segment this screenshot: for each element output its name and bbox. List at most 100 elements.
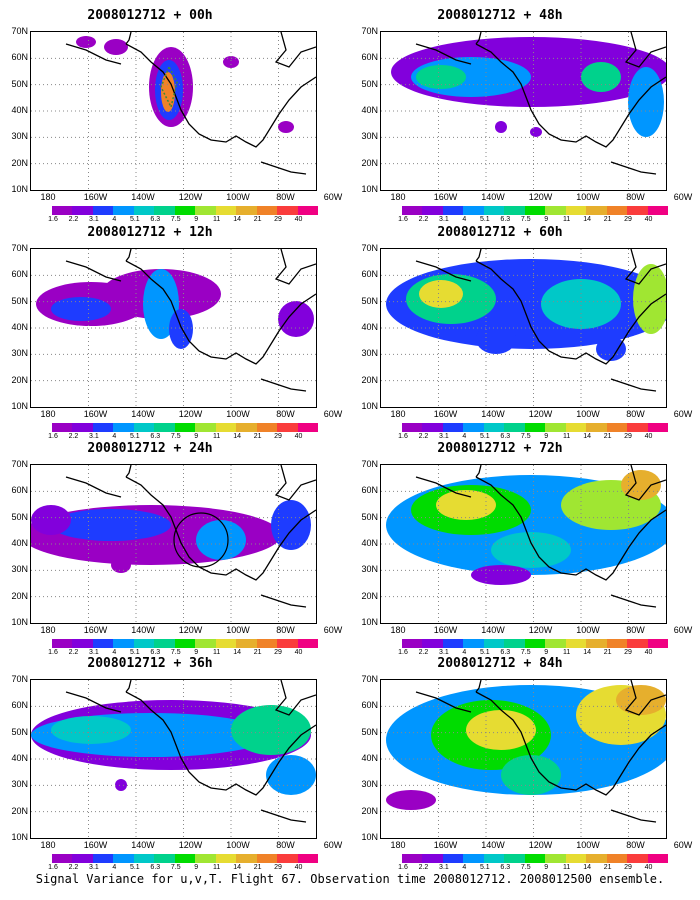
lat-tick-label: 10N	[11, 617, 28, 627]
lat-tick-label: 40N	[361, 322, 378, 332]
variance-contour	[278, 121, 294, 133]
variance-contour	[495, 121, 507, 133]
colorbar-label: 7.5	[520, 864, 531, 871]
colorbar-label: 14	[233, 433, 242, 440]
forecast-panel-84h: 2008012712 + 84h 70N 60N 50N 40N 30N 20N 10N 18…	[350, 656, 692, 871]
colorbar-swatch	[92, 206, 114, 215]
colorbar-label: 29	[274, 864, 282, 871]
variance-contour	[616, 685, 666, 715]
variance-contour	[386, 790, 436, 810]
colorbar	[402, 854, 669, 863]
lon-tick-label: 160W	[433, 625, 458, 635]
colorbar-label: 2.2	[68, 864, 79, 871]
colorbar-label: 5.1	[479, 649, 490, 656]
colorbar-swatch	[422, 423, 443, 432]
variance-contour	[471, 565, 531, 585]
colorbar-label: 4	[462, 864, 467, 871]
colorbar-label: 3.1	[89, 216, 99, 223]
colorbar-swatch	[463, 639, 484, 648]
colorbar-swatch	[52, 206, 73, 215]
lon-tick-label: 180	[40, 840, 56, 850]
lon-tick-label: 80W	[626, 409, 645, 419]
lat-tick-label: 50N	[361, 295, 378, 306]
colorbar-label: 5.1	[479, 864, 490, 871]
lon-tick-label: 80W	[276, 840, 295, 850]
lat-tick-label: 60N	[11, 269, 28, 280]
variance-contour	[51, 716, 131, 744]
colorbar-swatch	[483, 206, 505, 215]
lat-tick-label: 30N	[11, 131, 28, 142]
colorbar-swatch	[215, 639, 237, 648]
colorbar-swatch	[586, 206, 607, 215]
colorbar-label: 9	[194, 216, 199, 223]
colorbar-label: 14	[583, 864, 592, 871]
panel-title: 2008012712 + 36h	[87, 656, 213, 671]
colorbar-swatch	[297, 854, 319, 863]
colorbar	[52, 423, 319, 432]
lat-tick-label: 30N	[361, 779, 378, 790]
lat-tick-label: 10N	[361, 832, 378, 842]
colorbar-swatch	[215, 206, 237, 215]
colorbar-label: 5.1	[129, 864, 140, 871]
colorbar-swatch	[586, 423, 607, 432]
colorbar-label: 6.3	[500, 216, 511, 223]
colorbar	[52, 854, 319, 863]
target-circle	[173, 512, 229, 568]
lat-tick-label: 50N	[361, 511, 378, 522]
colorbar-label: 9	[544, 433, 549, 440]
lon-tick-label: 160W	[433, 409, 458, 419]
colorbar-swatch	[195, 206, 216, 215]
lat-tick-label: 40N	[11, 105, 28, 115]
lat-tick-label: 70N	[11, 459, 28, 469]
colorbar-swatch	[422, 854, 443, 863]
lon-tick-label: 80W	[626, 192, 645, 202]
colorbar-swatch	[483, 854, 505, 863]
colorbar-swatch	[504, 854, 525, 863]
colorbar-labels: 1.6 2.2 3.1 4 5.1 6.3 7.5 9 11 14 21 29 40	[398, 433, 668, 443]
colorbar-label: 11	[213, 216, 221, 223]
lon-tick-label: 60W	[323, 625, 343, 635]
colorbar-label: 1.6	[48, 864, 58, 871]
colorbar-label: 14	[233, 864, 242, 871]
coastline	[65, 249, 316, 392]
lon-tick-label: 120W	[528, 409, 553, 419]
colorbar-labels: 1.6 2.2 3.1 4 5.1 6.3 7.5 9 11 14 21 29 40	[48, 433, 318, 443]
colorbar-label: 9	[544, 216, 549, 223]
colorbar-swatch	[442, 854, 464, 863]
variance-contour	[196, 520, 246, 560]
variance-contour	[231, 705, 311, 755]
colorbar-label: 6.3	[500, 649, 511, 656]
colorbar-label: 40	[644, 649, 653, 656]
colorbar-swatch	[113, 854, 134, 863]
colorbar-swatch	[402, 639, 423, 648]
panel-title: 2008012712 + 72h	[437, 441, 563, 456]
colorbar-labels: 1.6 2.2 3.1 4 5.1 6.3 7.5 9 11 14 21 29 40	[48, 216, 318, 226]
lat-tick-label: 10N	[11, 184, 28, 194]
colorbar-swatch	[195, 639, 216, 648]
map-plot	[30, 248, 317, 408]
colorbar-swatch	[504, 206, 525, 215]
variance-contour	[111, 557, 131, 573]
lon-tick-label: 60W	[673, 625, 693, 635]
colorbar-swatch	[133, 206, 155, 215]
panel-title: 2008012712 + 84h	[437, 656, 563, 671]
lon-tick-label: 100W	[226, 409, 250, 419]
colorbar-label: 2.2	[418, 864, 429, 871]
lon-tick-label: 80W	[276, 409, 295, 419]
colorbar-label: 1.6	[398, 433, 408, 440]
colorbar-swatch	[236, 639, 257, 648]
colorbar-swatch	[606, 423, 628, 432]
lat-tick-label: 50N	[11, 726, 28, 737]
colorbar-label: 6.3	[150, 216, 161, 223]
colorbar-label: 3.1	[89, 864, 99, 871]
variance-contour	[491, 532, 571, 568]
panel-title: 2008012712 + 48h	[437, 8, 563, 23]
colorbar-label: 3.1	[439, 864, 449, 871]
colorbar-label: 4	[462, 216, 467, 223]
lat-tick-label: 20N	[11, 805, 28, 816]
colorbar-swatch	[402, 206, 423, 215]
variance-contour	[31, 505, 71, 535]
colorbar-label: 2.2	[418, 433, 429, 440]
colorbar-swatch	[586, 854, 607, 863]
lat-tick-label: 10N	[361, 617, 378, 627]
